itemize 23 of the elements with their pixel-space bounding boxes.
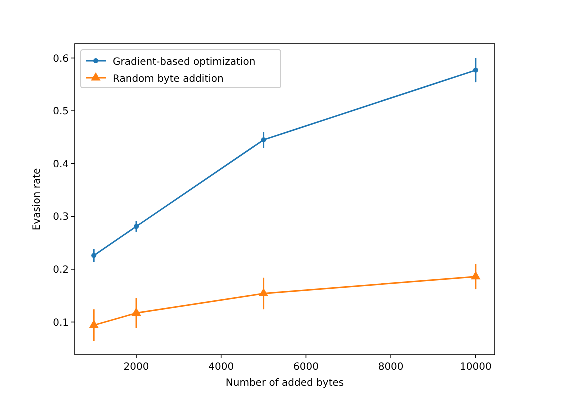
x-tick-label: 4000 [208,362,234,373]
y-axis-title: Evasion rate [32,168,43,231]
point [261,138,266,143]
point [92,253,97,258]
point [471,271,481,280]
point [134,224,140,230]
x-tick-label: 2000 [124,362,150,373]
point [132,308,142,316]
legend-label: Gradient-based optimization [113,57,256,68]
x-tick-label: 10000 [460,362,492,373]
x-axis-title: Number of added bytes [226,378,344,389]
y-tick-label: 0.6 [53,54,69,65]
y-tick-label: 0.3 [53,212,69,224]
point [258,288,269,297]
point [89,320,99,328]
legend-label: Random byte addition [113,74,224,85]
point [473,68,478,73]
y-tick-label: 0.4 [53,159,69,170]
y-tick-label: 0.1 [53,318,69,329]
y-tick-label: 0.5 [53,106,69,118]
x-tick-label: 6000 [293,362,319,373]
x-tick-label: 8000 [378,362,404,373]
y-tick-label: 0.2 [53,264,69,276]
